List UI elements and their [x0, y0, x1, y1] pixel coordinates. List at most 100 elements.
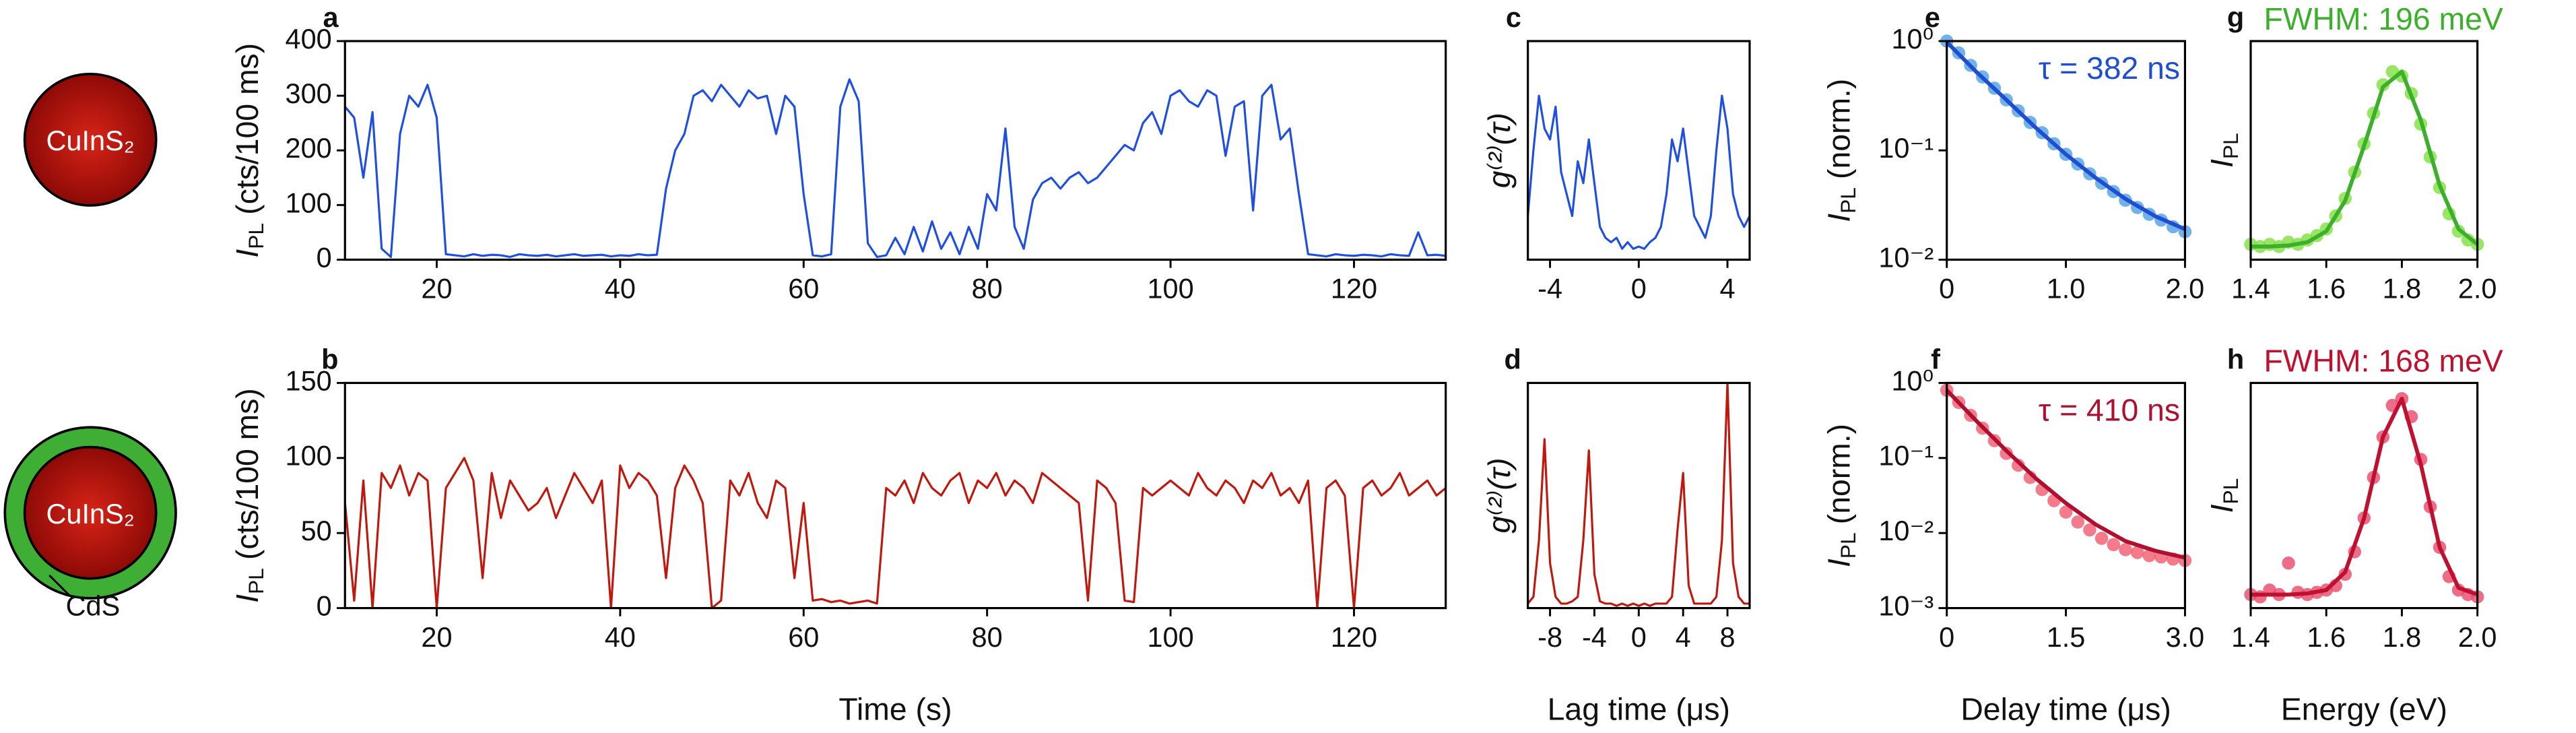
y-axis-label: IPL (cts/100 ms) [230, 43, 268, 258]
y-label-symbol: I [230, 594, 265, 603]
y-tick-label: 10⁻² [1878, 515, 1934, 546]
y-axis-label: IPL [2204, 133, 2243, 168]
y-label-subscript: PL [2219, 478, 2243, 505]
data-point [2282, 556, 2295, 570]
y-tick-label: 300 [286, 77, 332, 109]
y-tick-label: 400 [286, 23, 332, 55]
annotation: FWHM: 196 meV [2264, 1, 2503, 36]
data-point [2083, 523, 2096, 537]
panel-h: 1.4 1.6 1.8 2.0 h Energy (eV) IPL FWHM: 168 meV [2204, 343, 2503, 726]
x-tick-label: 20 [421, 273, 452, 305]
x-axis-label: Delay time (μs) [1960, 692, 2171, 727]
x-tick-label: 2.0 [2458, 621, 2497, 653]
panel-c: -4 0 4 c g⁽²⁾(τ) [1482, 1, 1751, 305]
x-tick-label: 1.6 [2307, 273, 2346, 305]
plot-frame [2249, 40, 2479, 261]
x-tick-label: 40 [605, 273, 636, 305]
y-label-symbol: I [230, 249, 265, 258]
panel-letter: h [2227, 344, 2244, 375]
plot-frame [343, 381, 1447, 610]
x-tick-label: 0 [1939, 273, 1954, 305]
plot-frame [343, 40, 1447, 261]
shell-label: CdS [66, 590, 121, 622]
illustration-core-shell: CuInS₂ CdS [3, 426, 177, 622]
x-tick-label: 40 [605, 621, 636, 653]
panel-g: 1.4 1.6 1.8 2.0 g IPL FWHM: 196 meV [2204, 1, 2503, 305]
illustration-core: CuInS₂ [23, 72, 158, 207]
annotation: τ = 410 ns [2039, 393, 2180, 428]
x-axis-label: Energy (eV) [2281, 692, 2447, 727]
panel-letter: f [1931, 344, 1940, 375]
core-dot [23, 445, 158, 580]
x-tick-label: 1.8 [2383, 621, 2422, 653]
y-tick-label: 10⁻¹ [1878, 132, 1934, 164]
trace-line [343, 457, 1447, 610]
plot-frame [1527, 381, 1751, 610]
x-tick-label: 4 [1676, 621, 1691, 653]
panel-letter: e [1925, 1, 1940, 33]
y-tick-label: 10⁻³ [1878, 590, 1934, 622]
data-point [2130, 546, 2144, 559]
trace-line [1527, 94, 1751, 250]
fit-line [2250, 69, 2479, 249]
y-tick-label: 150 [286, 364, 332, 396]
y-label-symbol: I [2204, 504, 2239, 513]
x-tick-label: 0 [1631, 621, 1647, 653]
panel-d: -8 -4 0 4 8 d Lag time (μs) g⁽²⁾(τ) [1482, 344, 1751, 727]
y-label-unit: (cts/100 ms) [230, 43, 265, 215]
y-label-subscript: PL [1836, 187, 1860, 214]
x-tick-label: 80 [972, 273, 1003, 305]
x-tick-label: 20 [421, 621, 452, 653]
x-tick-label: 1.4 [2231, 621, 2270, 653]
y-tick-label: 100 [286, 440, 332, 472]
data-point [2119, 543, 2132, 556]
core-label: CuInS₂ [46, 498, 134, 530]
annotation: FWHM: 168 meV [2264, 343, 2503, 378]
x-axis-label: Lag time (μs) [1548, 692, 1730, 727]
x-tick-label: 1.5 [2047, 621, 2086, 653]
trace-line [344, 78, 1446, 258]
y-label-subscript: PL [244, 568, 268, 594]
y-tick-label: 200 [286, 132, 332, 164]
x-tick-label: 120 [1331, 621, 1377, 653]
panel-letter: d [1505, 344, 1521, 375]
fit-line [2250, 396, 2478, 597]
y-tick-label: 0 [317, 590, 332, 622]
x-tick-label: 100 [1147, 273, 1193, 305]
y-label-symbol: I [1822, 214, 1857, 222]
x-tick-label: 8 [1720, 621, 1736, 653]
data-point [2094, 532, 2109, 545]
y-label-symbol: I [2204, 159, 2239, 168]
y-axis-label: IPL (norm.) [1822, 424, 1860, 567]
y-tick-label: 10⁰ [1891, 364, 1934, 396]
y-label-symbol: I [1822, 559, 1857, 567]
fit-line [1945, 40, 2186, 231]
x-tick-label: 1.6 [2307, 621, 2346, 653]
x-axis-label: Time (s) [838, 692, 952, 727]
x-tick-label: 1.8 [2383, 273, 2422, 305]
data-point [2071, 515, 2085, 529]
y-tick-label: 10⁰ [1891, 23, 1934, 55]
panel-letter: g [2227, 1, 2244, 33]
x-tick-label: 3.0 [2166, 621, 2205, 653]
x-tick-label: -8 [1538, 621, 1562, 653]
x-tick-label: 60 [788, 273, 819, 305]
x-tick-label: -4 [1538, 273, 1562, 305]
y-axis-label: IPL (norm.) [1822, 79, 1860, 222]
y-axis-label: IPL (cts/100 ms) [230, 388, 268, 603]
data-point [2107, 538, 2121, 552]
panel-letter: b [321, 344, 338, 375]
x-tick-label: 2.0 [2458, 273, 2497, 305]
y-tick-label: 10⁻² [1878, 241, 1934, 273]
x-tick-label: 2.0 [2166, 273, 2205, 305]
fit-line [1945, 389, 2186, 560]
annotation: τ = 382 ns [2039, 51, 2180, 86]
x-tick-label: 1.4 [2231, 273, 2270, 305]
data-point [2012, 458, 2025, 472]
plot-frame [2249, 381, 2479, 610]
